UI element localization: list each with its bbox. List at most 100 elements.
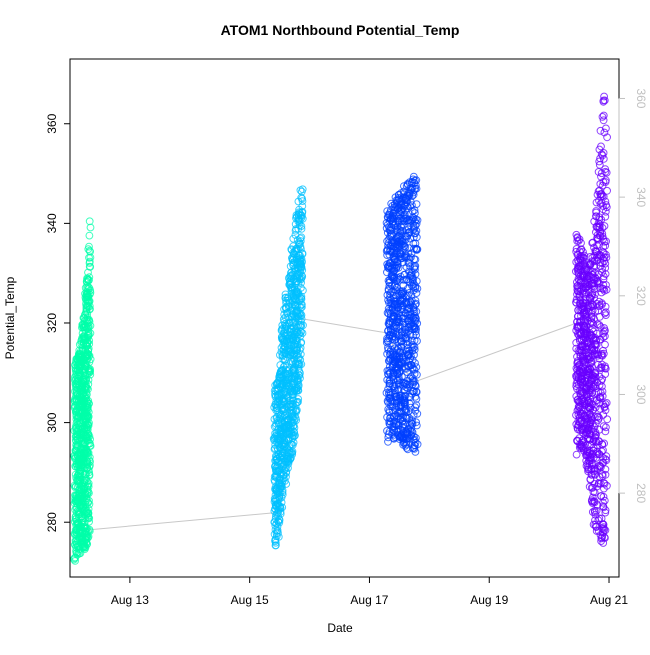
data-point [401,324,410,332]
data-point [78,425,86,433]
data-point [386,324,395,333]
data-point [590,261,598,270]
data-point [384,327,392,336]
data-point [404,434,413,443]
data-point [284,370,292,379]
data-point [407,418,416,427]
data-point [77,448,85,457]
data-point [408,201,416,210]
data-point [598,284,607,293]
data-point [79,539,87,548]
data-point [286,400,295,408]
data-point [292,338,300,347]
data-point [575,434,584,443]
y-left-tick-label: 320 [45,313,59,333]
data-point [80,334,89,343]
data-point [391,433,400,442]
data-point [583,459,592,468]
data-point [288,270,297,279]
data-point [395,359,403,368]
data-point [273,413,281,421]
data-point [412,395,421,403]
data-point [294,398,302,406]
series-4-points [572,92,612,547]
data-point [592,228,600,237]
data-point [75,477,83,486]
data-point [84,275,93,284]
data-point [588,493,597,502]
data-point [602,176,610,185]
data-point [386,414,395,423]
data-point [73,395,81,404]
data-point [595,213,604,222]
data-point [286,262,295,271]
x-axis-label: Date [327,621,353,635]
data-point [388,239,397,248]
data-point [599,520,608,529]
data-point [273,462,282,471]
data-point [291,257,299,266]
data-point [405,189,414,198]
data-point [400,242,408,251]
data-point [591,368,600,377]
data-point [393,351,401,360]
data-point [75,352,84,361]
data-point [386,391,395,399]
data-point [388,327,397,336]
x-tick-label: Aug 17 [350,593,388,607]
data-point [404,428,412,437]
data-point [411,284,420,292]
y-axis-label: Potential_Temp [3,276,17,359]
data-point [387,288,396,297]
data-point [294,210,303,219]
data-point [288,433,297,442]
data-point [601,364,610,373]
y-right-tick-label: 300 [634,384,648,404]
data-point [409,214,418,222]
data-point [600,479,609,488]
data-point [80,523,89,532]
data-point [587,464,596,473]
data-point [596,192,605,201]
data-point [591,432,599,441]
data-point [83,313,92,322]
data-point [602,311,610,320]
data-point [383,246,392,255]
data-point [600,484,608,493]
data-point [76,383,85,392]
data-point [280,443,289,452]
data-point [401,235,410,244]
data-point [296,237,305,246]
data-point [299,321,307,330]
data-point [82,470,90,479]
data-point [72,511,80,520]
data-point [581,288,590,297]
data-point [592,299,601,308]
data-point [84,479,93,488]
data-point [576,368,585,377]
data-point [410,316,419,325]
data-point [294,224,303,233]
data-point [582,414,590,423]
data-point [409,380,417,389]
data-point [600,309,609,318]
data-point [273,435,282,443]
data-point [82,302,91,310]
y-right-tick-label: 360 [634,88,648,108]
data-point [289,438,298,447]
data-point [590,488,599,497]
data-point [85,231,94,240]
data-point [595,186,604,195]
data-point [601,332,609,341]
data-point [599,272,608,281]
data-point [271,521,280,530]
data-point [590,279,599,288]
data-point [274,420,283,429]
data-point [594,388,603,397]
data-point [385,356,394,365]
data-point [295,205,304,214]
data-point [295,262,304,271]
data-point [284,293,293,302]
data-point [592,431,600,440]
data-point [411,327,420,336]
